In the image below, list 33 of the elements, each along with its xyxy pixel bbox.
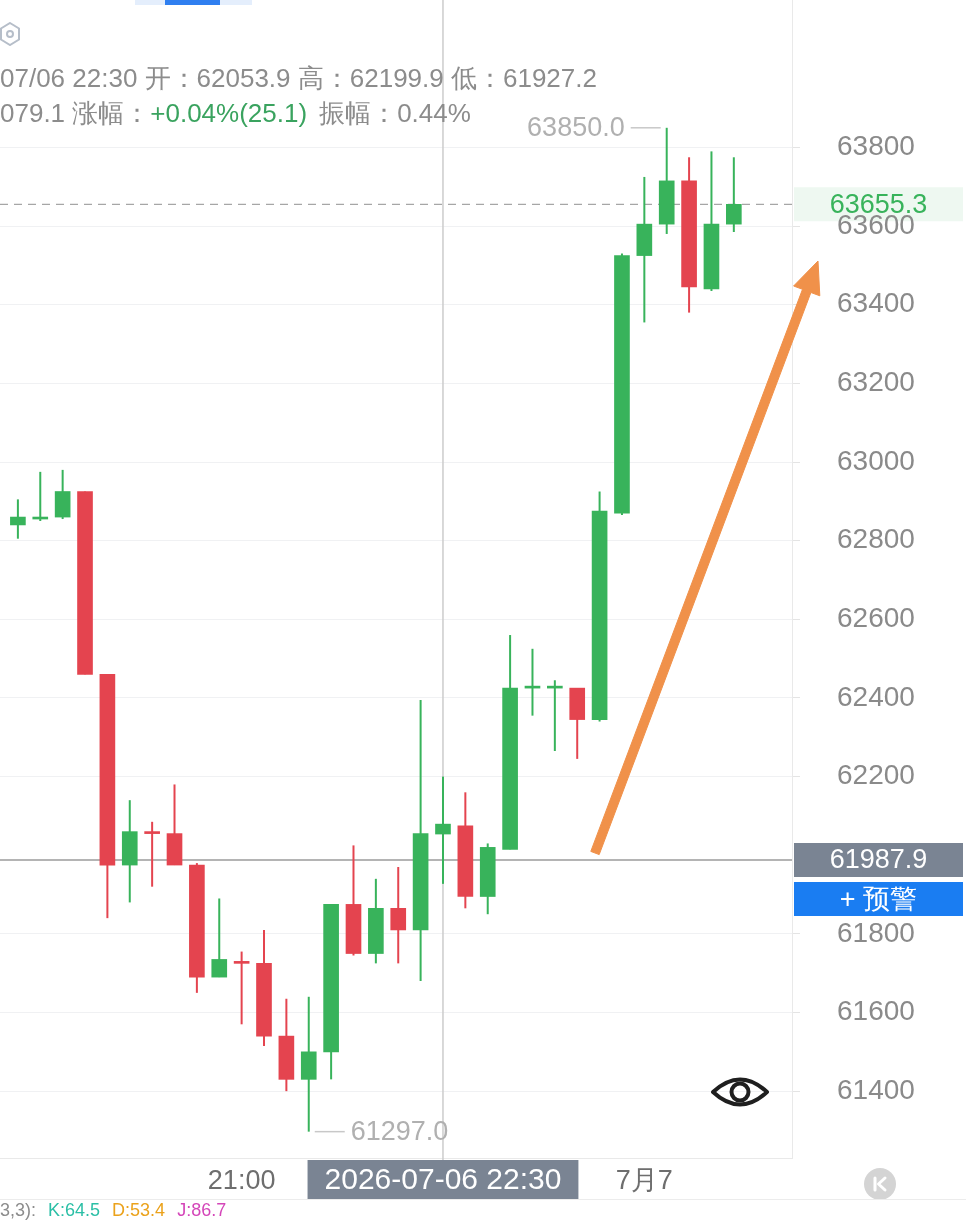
y-tick-label: 63000 [836,444,915,476]
y-tick-label: 61400 [836,1073,915,1105]
y-tick-label: 61800 [836,916,915,948]
y-tick-label: 62800 [836,523,915,555]
x-tick-label: 7月7 [615,1164,673,1195]
candlestick [726,156,742,233]
y-tick-label: 62400 [836,680,915,712]
y-tick-label: 61600 [836,995,915,1027]
annotation: 61297.0 [350,1116,449,1147]
text: K:64.5 [48,1200,101,1220]
y-tick-label: 63200 [836,366,915,398]
ref-line-label: 61987.9 [829,844,928,875]
text: J:86.7 [177,1200,227,1220]
y-tick-label: 63400 [836,287,915,319]
candlestick [233,950,250,1026]
x-tick-label: 21:00 [207,1164,276,1195]
candlestick [435,775,451,885]
alert-button[interactable]: + 预警 [794,882,963,916]
candlestick [390,866,407,965]
annotation: 振幅：0.44% [319,98,471,128]
candlestick [144,820,160,888]
annotation: 07/06 22:30 开：62053.9 高：62199.9 低：61927.2 [0,63,597,93]
y-tick-label: 62200 [836,759,915,791]
ref-line-label: 2026-07-06 22:30 [324,1161,562,1195]
y-tick-label: 63800 [836,130,915,162]
annotation: 63850.0 [527,112,625,143]
y-tick-label: 62600 [836,602,915,634]
text: D:53.4 [112,1200,166,1220]
candlestick [211,897,228,979]
candlestick [10,498,26,540]
annotation: 079.1 涨幅： [0,98,151,128]
text: 3,3): [0,1200,37,1220]
annotation: +0.04%(25.1) [150,98,308,128]
